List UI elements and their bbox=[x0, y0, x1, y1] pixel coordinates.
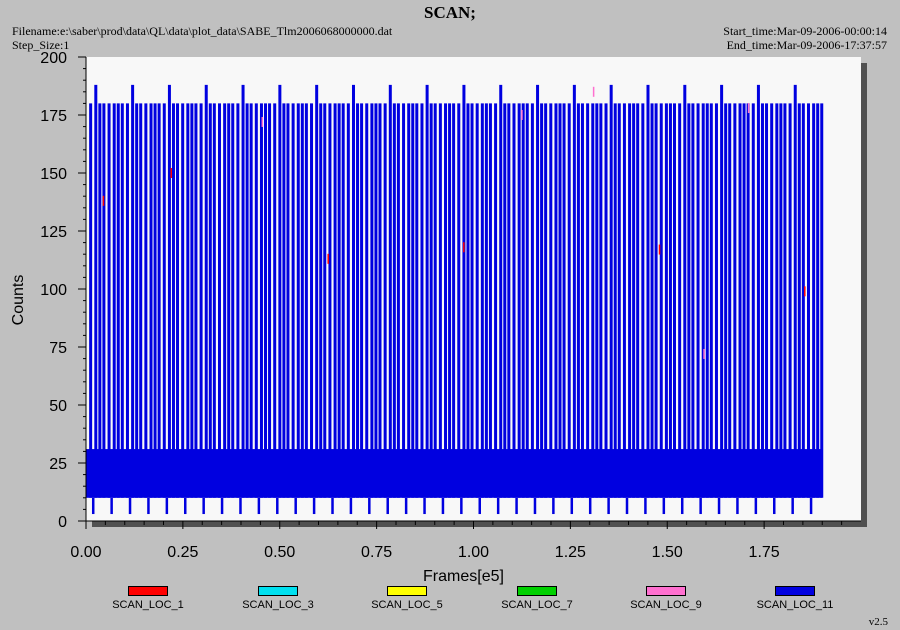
legend-label: SCAN_LOC_9 bbox=[630, 599, 702, 611]
y-axis-label: Counts bbox=[10, 275, 27, 326]
legend-swatch bbox=[128, 586, 168, 596]
y-tick-label: 100 bbox=[40, 282, 67, 299]
filename-label: Filename:e:\saber\prod\data\QL\data\plot… bbox=[12, 24, 393, 38]
legend-item: SCAN_LOC_11 bbox=[740, 586, 850, 611]
y-tick-label: 25 bbox=[49, 456, 67, 473]
y-tick-label: 75 bbox=[49, 340, 67, 357]
y-tick-label: 125 bbox=[40, 224, 67, 241]
legend-swatch bbox=[387, 586, 427, 596]
legend-item: SCAN_LOC_7 bbox=[482, 586, 592, 611]
x-tick-label: 0.50 bbox=[264, 544, 295, 561]
legend-item: SCAN_LOC_9 bbox=[611, 586, 721, 611]
x-axis-label: Frames[e5] bbox=[423, 568, 504, 585]
legend-label: SCAN_LOC_11 bbox=[756, 599, 834, 611]
legend-swatch bbox=[646, 586, 686, 596]
y-tick-label: 200 bbox=[40, 50, 67, 67]
legend-item: SCAN_LOC_3 bbox=[223, 586, 333, 611]
step-size-label: Step_Size:1 bbox=[12, 38, 70, 52]
x-tick-label: 1.25 bbox=[555, 544, 586, 561]
legend-label: SCAN_LOC_7 bbox=[501, 599, 573, 611]
x-tick-label: 0.25 bbox=[167, 544, 198, 561]
x-tick-label: 1.75 bbox=[749, 544, 780, 561]
legend-swatch bbox=[517, 586, 557, 596]
y-tick-label: 0 bbox=[58, 514, 67, 531]
legend-label: SCAN_LOC_1 bbox=[112, 599, 184, 611]
start-time-label: Start_time:Mar-09-2006-00:00:14 bbox=[723, 24, 887, 38]
y-tick-label: 175 bbox=[40, 108, 67, 125]
legend-item: SCAN_LOC_1 bbox=[93, 586, 203, 611]
legend-swatch bbox=[258, 586, 298, 596]
x-tick-label: 1.50 bbox=[652, 544, 683, 561]
chart-title: SCAN; bbox=[424, 3, 476, 22]
legend-label: SCAN_LOC_5 bbox=[371, 599, 443, 611]
legend-label: SCAN_LOC_3 bbox=[242, 599, 314, 611]
version-label: v2.5 bbox=[868, 616, 888, 628]
end-time-label: End_time:Mar-09-2006-17:37:57 bbox=[726, 38, 887, 52]
x-tick-label: 1.00 bbox=[458, 544, 489, 561]
legend-item: SCAN_LOC_5 bbox=[352, 586, 462, 611]
y-tick-label: 50 bbox=[49, 398, 67, 415]
x-tick-label: 0.00 bbox=[70, 544, 101, 561]
legend-swatch bbox=[775, 586, 815, 596]
x-tick-label: 0.75 bbox=[361, 544, 392, 561]
y-tick-label: 150 bbox=[40, 166, 67, 183]
